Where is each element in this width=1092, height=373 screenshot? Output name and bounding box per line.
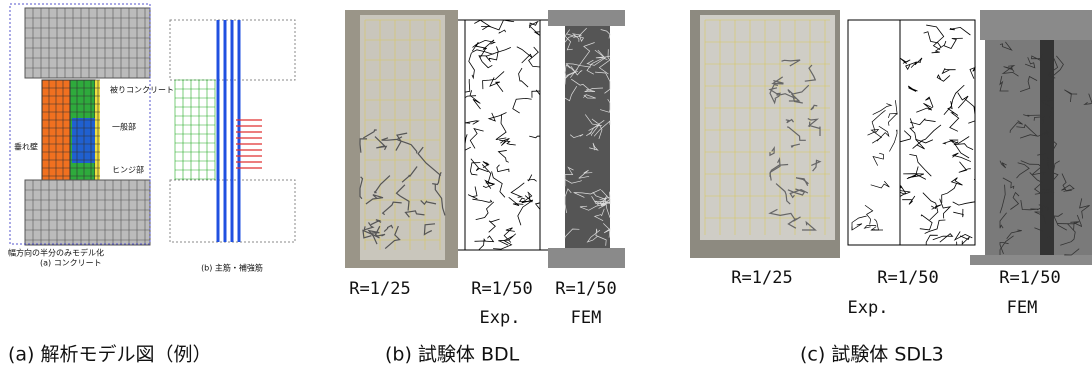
caption: (b) 試験体 BDL [385,344,520,366]
fem-dark [1040,40,1054,255]
image-kind: FEM [571,308,602,328]
label: (a) コンクリート [40,259,102,268]
image-label: R=1/25 [349,279,410,299]
fem-stub [970,255,1092,265]
image-label: R=1/50 [999,268,1060,288]
caption: (a) 解析モデル図（例） [8,344,212,366]
label: (b) 主筋・補強筋 [201,263,263,273]
fem-stub [548,10,625,26]
label: ヒンジ部 [112,165,144,175]
image-label: R=1/50 [471,279,532,299]
label: 被りコンクリート [110,85,174,95]
caption: (c) 試験体 SDL3 [800,344,944,366]
fem-stub [980,10,1092,40]
image-kind: Exp. [480,308,521,328]
cover [95,80,100,180]
image-kind: Exp. [848,298,889,318]
block [25,8,150,78]
fem-stub [548,248,625,268]
image-label: R=1/50 [555,279,616,299]
label: 垂れ壁 [14,142,38,152]
label: 幅方向の半分のみモデル化 [8,248,104,258]
image-label: R=1/50 [877,268,938,288]
figure: 被りコンクリート 垂れ壁 一般部 ヒンジ部 幅方向の半分のみモデル化 (a) コ… [0,0,1092,373]
image-kind: FEM [1007,298,1038,318]
crack-map [848,20,975,245]
drawings [10,4,1092,268]
label: 一般部 [112,122,136,132]
general-core [72,118,95,163]
image-label: R=1/25 [731,268,792,288]
